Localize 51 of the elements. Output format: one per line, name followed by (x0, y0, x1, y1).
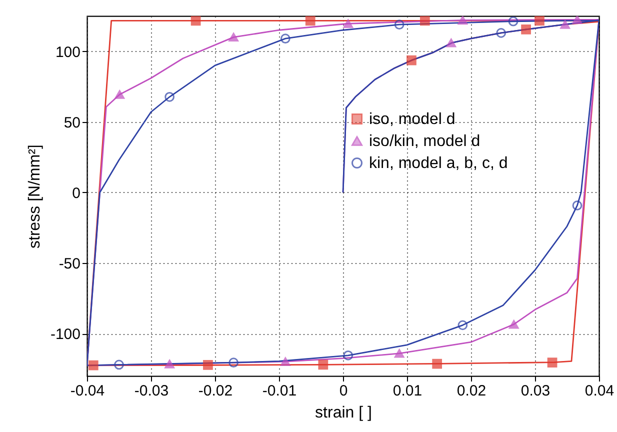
point (228, 32, 238, 42)
point (114, 90, 125, 99)
point (394, 349, 404, 358)
legend-label: iso, model d (369, 111, 456, 128)
point (508, 320, 519, 329)
y-tick-label: -100 (50, 326, 80, 344)
x-tick-label: 0.03 (520, 382, 550, 400)
point (458, 16, 468, 25)
x-tick-label: -0.01 (262, 382, 297, 400)
x-tick-label: -0.02 (198, 382, 233, 400)
legend-label: iso/kin, model d (369, 133, 480, 150)
point (508, 16, 518, 26)
point (164, 360, 174, 368)
y-axis-title: stress [N/mm²] (26, 144, 44, 248)
point (280, 357, 290, 366)
x-tick-label: -0.03 (134, 382, 169, 400)
point (203, 360, 213, 370)
point (458, 320, 468, 330)
point (88, 360, 98, 370)
point (446, 38, 456, 48)
point (560, 20, 570, 29)
x-tick-label: 0.01 (392, 382, 422, 400)
point (305, 16, 316, 26)
point (228, 358, 238, 368)
y-tick-label: 100 (55, 44, 80, 61)
x-tick-label: 0.02 (456, 382, 486, 400)
x-tick-label: 0 (339, 382, 348, 400)
x-axis-title: strain [ ] (315, 404, 372, 422)
y-tick-label: 0 (72, 184, 80, 202)
x-tick-label: 0.04 (584, 382, 614, 400)
point (534, 16, 544, 26)
point (318, 360, 328, 370)
point (394, 20, 404, 30)
point (406, 55, 416, 66)
legend-label: kin, model a, b, c, d (369, 155, 508, 172)
point (280, 34, 290, 44)
point (343, 19, 354, 28)
point (496, 28, 506, 38)
point (190, 16, 201, 26)
y-tick-label: -50 (58, 256, 80, 273)
point (343, 350, 354, 360)
point (572, 16, 582, 24)
point (547, 358, 558, 368)
x-tick-label: -0.04 (70, 382, 105, 400)
point (432, 358, 442, 369)
y-tick-label: 50 (64, 114, 80, 132)
point (420, 16, 430, 26)
point (521, 24, 531, 34)
point (164, 92, 174, 102)
point (114, 360, 124, 370)
point (572, 200, 582, 210)
